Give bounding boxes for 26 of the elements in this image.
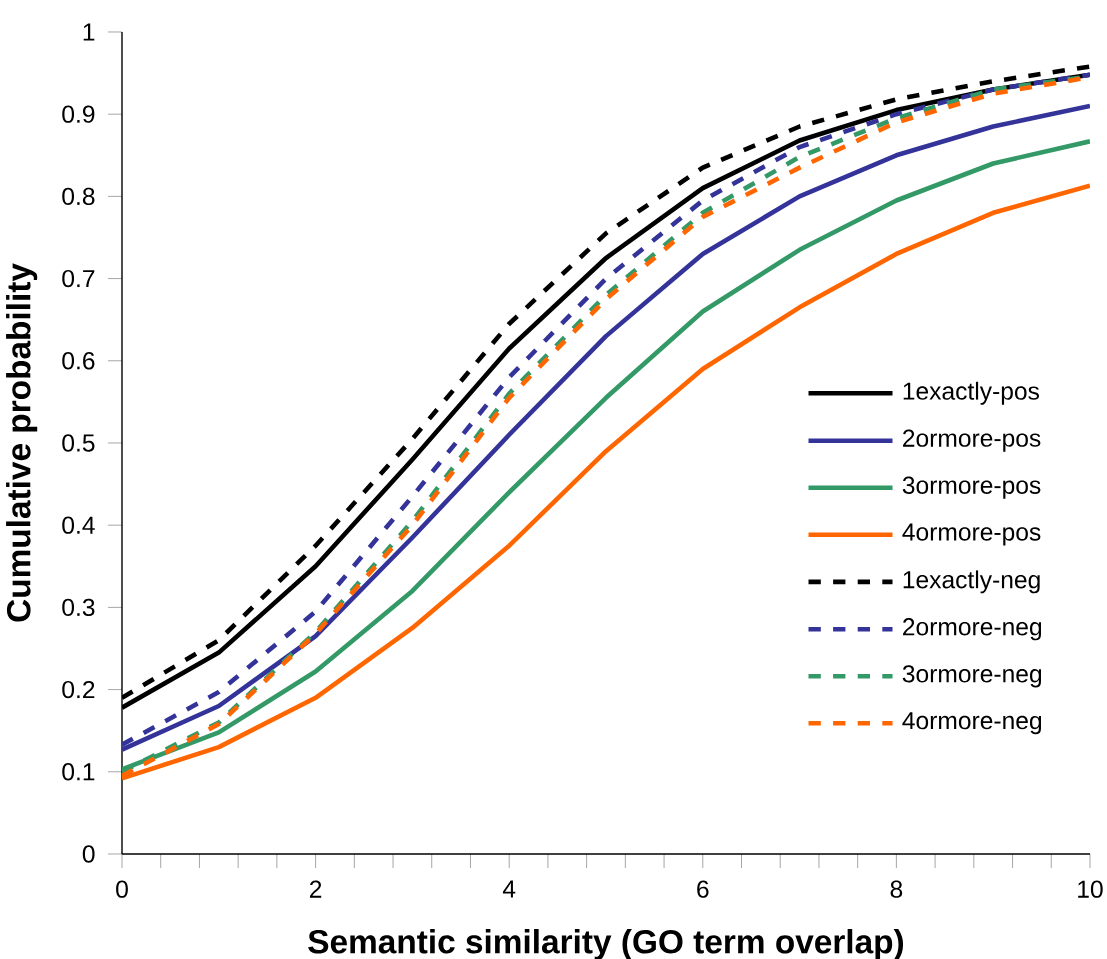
- y-tick-label: 0.8: [62, 187, 95, 206]
- x-tick-label: 8: [890, 880, 903, 898]
- legend-label: 1exactly-pos: [903, 381, 1040, 405]
- y-tick-label: 1: [83, 23, 95, 41]
- x-tick-label: 2: [309, 880, 322, 898]
- legend-label: 2ormore-pos: [903, 429, 1041, 452]
- y-tick-label: 0: [82, 845, 95, 863]
- legend-label: 4ormore-pos: [902, 523, 1041, 546]
- y-tick-label: 0.1: [62, 763, 95, 781]
- x-tick-label: 4: [502, 880, 516, 898]
- legend-label: 4ormore-neg: [902, 712, 1042, 735]
- y-tick-label: 0.3: [62, 598, 95, 617]
- y-tick-label: 0.9: [62, 105, 95, 123]
- y-tick-label: 0.5: [62, 434, 95, 452]
- x-tick-label: 0: [116, 880, 128, 898]
- legend-label: 1exactly-neg: [903, 570, 1040, 594]
- y-axis-title: Cumulative probability: [6, 263, 38, 622]
- x-tick-label: 6: [697, 880, 709, 898]
- x-tick-label: 10: [1078, 880, 1103, 898]
- legend-label: 2ormore-neg: [903, 618, 1042, 641]
- legend-label: 3ormore-neg: [902, 665, 1042, 688]
- y-tick-label: 0.2: [62, 680, 95, 699]
- y-tick-label: 0.4: [62, 516, 95, 534]
- legend-label: 3ormore-pos: [902, 476, 1041, 499]
- y-tick-label: 0.7: [62, 269, 95, 288]
- y-tick-label: 0.6: [62, 352, 95, 370]
